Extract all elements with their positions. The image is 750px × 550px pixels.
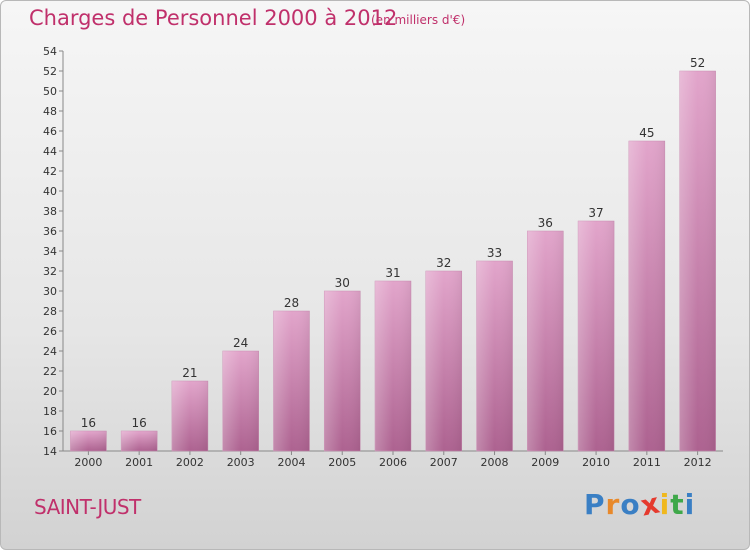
x-tick-label-2007: 2007 <box>430 456 458 469</box>
y-tick-label: 18 <box>43 405 57 418</box>
logo-letter: o <box>620 488 641 521</box>
logo-letter: i <box>659 488 671 521</box>
x-tick-label-2004: 2004 <box>277 456 305 469</box>
y-tick-label: 38 <box>43 205 57 218</box>
bar-highlight-2009 <box>527 231 564 451</box>
value-label-2009: 36 <box>538 216 553 230</box>
bar-highlight-2006 <box>375 281 411 451</box>
logo-letter: i <box>684 488 696 521</box>
bar-highlight-2005 <box>324 291 361 451</box>
bar-highlight-2003 <box>222 351 259 451</box>
y-tick-label: 14 <box>43 445 57 458</box>
value-label-2002: 21 <box>182 366 197 380</box>
x-tick-label-2008: 2008 <box>481 456 509 469</box>
bar-highlight-2007 <box>425 271 462 451</box>
value-label-2012: 52 <box>690 56 705 70</box>
x-tick-label-2010: 2010 <box>582 456 610 469</box>
x-tick-label-2002: 2002 <box>176 456 204 469</box>
y-tick-label: 20 <box>43 385 57 398</box>
bar-highlight-2004 <box>273 311 310 451</box>
value-label-2010: 37 <box>588 206 603 220</box>
bars <box>70 70 716 452</box>
logo-letter: r <box>605 488 621 521</box>
y-tick-label: 36 <box>43 225 57 238</box>
value-label-2008: 33 <box>487 246 502 260</box>
x-tick-label-2005: 2005 <box>328 456 356 469</box>
bar-highlight-2002 <box>171 381 208 451</box>
value-label-2004: 28 <box>284 296 299 310</box>
value-label-2011: 45 <box>639 126 654 140</box>
x-tick-label-2001: 2001 <box>125 456 153 469</box>
value-label-2007: 32 <box>436 256 451 270</box>
y-tick-label: 34 <box>43 245 57 258</box>
logo-letter: P <box>584 488 606 521</box>
value-label-2000: 16 <box>81 416 96 430</box>
y-tick-label: 46 <box>43 125 57 138</box>
bar-highlight-2008 <box>476 261 513 451</box>
x-tick-label-2011: 2011 <box>633 456 661 469</box>
y-tick-label: 28 <box>43 305 57 318</box>
y-tick-label: 52 <box>43 65 57 78</box>
value-label-2005: 30 <box>335 276 350 290</box>
y-tick-label: 24 <box>43 345 57 358</box>
logo-letter: t <box>670 488 685 521</box>
value-label-2001: 16 <box>132 416 147 430</box>
x-tick-label-2006: 2006 <box>379 456 407 469</box>
x-tick-label-2000: 2000 <box>74 456 102 469</box>
y-tick-label: 30 <box>43 285 57 298</box>
location-label: SAINT-JUST <box>34 495 141 519</box>
chart-title: Charges de Personnel 2000 à 2012 <box>29 6 398 30</box>
y-tick-label: 48 <box>43 105 57 118</box>
y-tick-label: 32 <box>43 265 57 278</box>
y-tick-label: 50 <box>43 85 57 98</box>
bar-highlight-2000 <box>70 431 107 451</box>
x-tick-label-2003: 2003 <box>227 456 255 469</box>
chart-subtitle: (en milliers d'€) <box>371 13 466 27</box>
bar-highlight-2011 <box>628 141 665 451</box>
bar-highlight-2001 <box>121 431 158 451</box>
x-tick-label-2012: 2012 <box>684 456 712 469</box>
proxiti-logo: Proxiti <box>584 486 696 522</box>
y-tick-label: 44 <box>43 145 57 158</box>
value-label-2003: 24 <box>233 336 248 350</box>
y-tick-label: 54 <box>43 45 57 58</box>
y-tick-label: 26 <box>43 325 57 338</box>
y-tick-label: 22 <box>43 365 57 378</box>
bar-highlight-2012 <box>679 71 716 451</box>
y-axis: 14 16 18 20 22 24 26 28 30 32 34 36 38 40 42 44 46 48 50 52… <box>43 45 64 458</box>
y-tick-label: 40 <box>43 185 57 198</box>
x-tick-label-2009: 2009 <box>531 456 559 469</box>
x-axis: 2000 2001 2002 2003 2004 2005 2006 2007 2008 2009… <box>63 450 723 469</box>
data-labels: 16 16 21 24 28 30 31 32 33 36 37 45 52 <box>81 56 706 430</box>
value-label-2006: 31 <box>385 266 400 280</box>
y-tick-label: 16 <box>43 425 57 438</box>
y-tick-label: 42 <box>43 165 57 178</box>
bar-highlight-2010 <box>578 221 615 451</box>
